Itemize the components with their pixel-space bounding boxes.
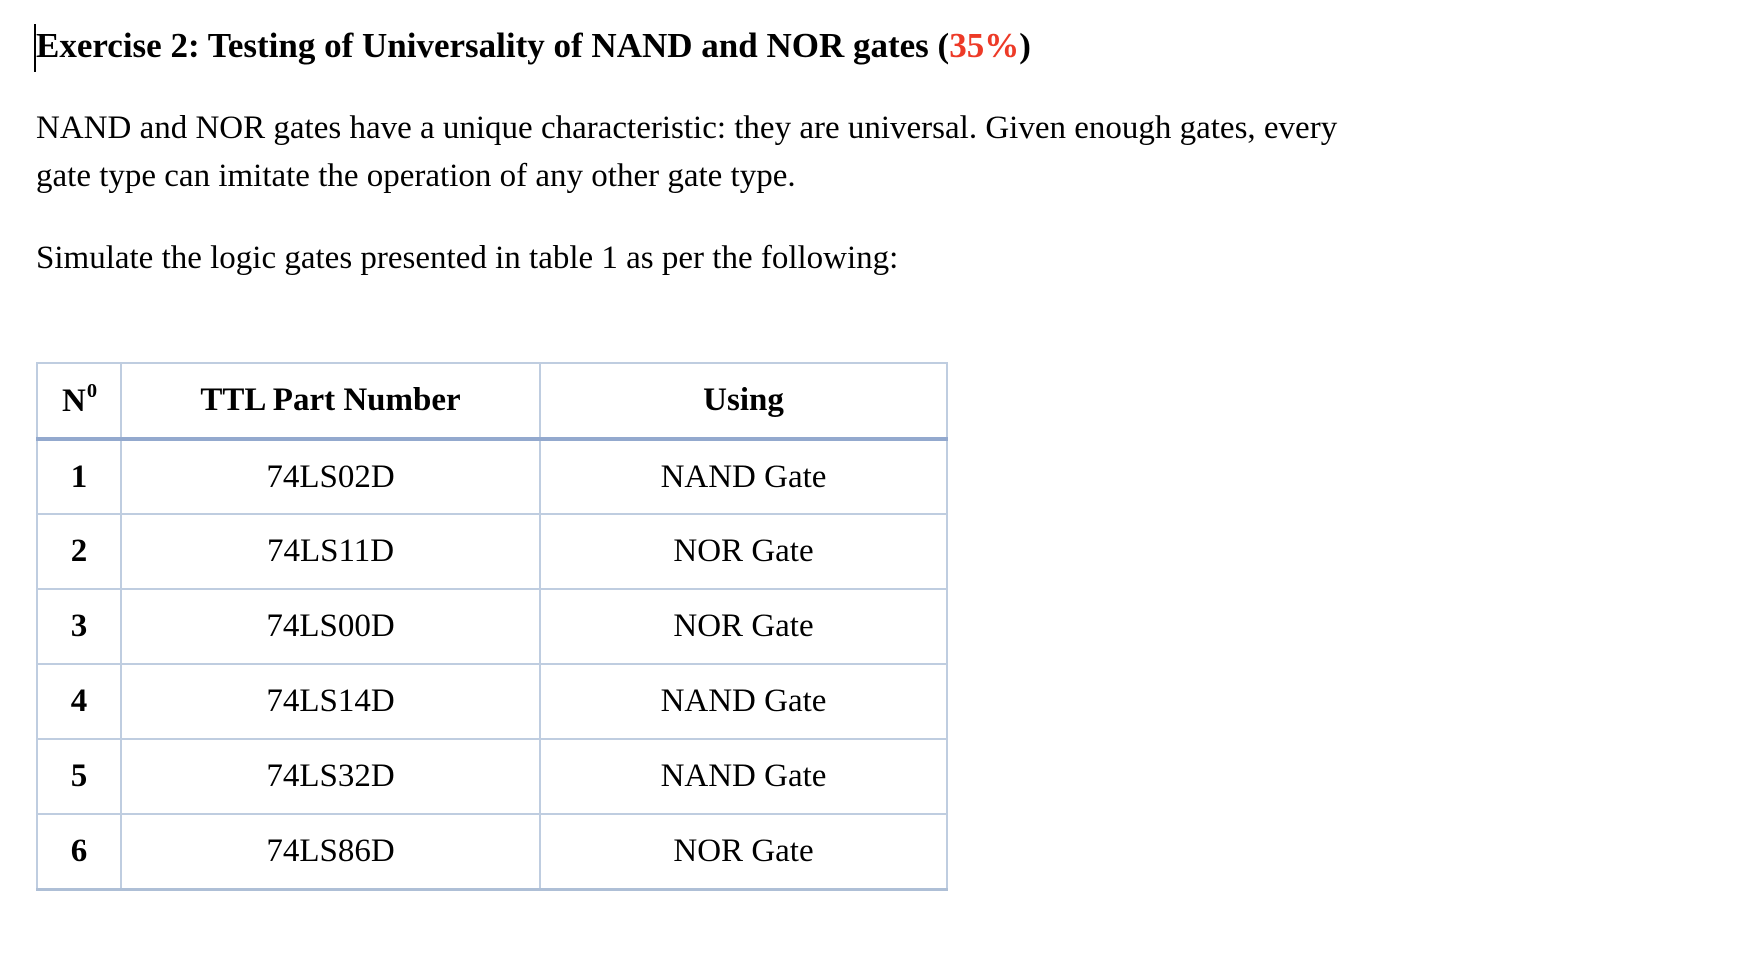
intro-paragraph: NAND and NOR gates have a unique charact… — [36, 104, 1750, 200]
row-number: 5 — [36, 738, 122, 815]
col-header-number: N0 — [36, 362, 122, 441]
col-header-part: TTL Part Number — [120, 362, 541, 441]
row-using: NOR Gate — [539, 513, 948, 590]
row-number: 3 — [36, 588, 122, 665]
row-number: 2 — [36, 513, 122, 590]
row-part-number: 74LS02D — [120, 438, 541, 515]
intro-paragraph-line1: NAND and NOR gates have a unique charact… — [36, 110, 1338, 146]
heading-prefix: Exercise 2: Testing of Universality of N… — [36, 26, 950, 65]
row-part-number: 74LS86D — [120, 813, 541, 891]
heading-suffix: ) — [1019, 26, 1031, 65]
row-using: NAND Gate — [539, 438, 948, 515]
row-part-number: 74LS11D — [120, 513, 541, 590]
text-caret[interactable] — [34, 24, 36, 72]
table-row: 6 74LS86D NOR Gate — [36, 813, 948, 891]
intro-paragraph-line2: gate type can imitate the operation of a… — [36, 158, 796, 194]
col-header-number-base: N — [61, 382, 86, 419]
table-row: 2 74LS11D NOR Gate — [36, 513, 948, 590]
row-number: 6 — [36, 813, 122, 891]
col-header-number-sup: 0 — [86, 379, 98, 402]
row-part-number: 74LS00D — [120, 588, 541, 665]
table-row: 1 74LS02D NAND Gate — [36, 438, 948, 515]
row-using: NAND Gate — [539, 663, 948, 740]
row-part-number: 74LS32D — [120, 738, 541, 815]
simulate-instruction: Simulate the logic gates presented in ta… — [36, 240, 899, 276]
row-using: NOR Gate — [539, 813, 948, 891]
row-number: 4 — [36, 663, 122, 740]
table-header-row: N0 TTL Part Number Using — [36, 362, 948, 441]
exercise-heading: Exercise 2: Testing of Universality of N… — [36, 22, 1750, 70]
heading-percent: 35% — [949, 26, 1020, 65]
table-row: 4 74LS14D NAND Gate — [36, 663, 948, 740]
row-using: NAND Gate — [539, 738, 948, 815]
table-row: 3 74LS00D NOR Gate — [36, 588, 948, 665]
row-number: 1 — [36, 438, 122, 515]
col-header-using: Using — [539, 362, 948, 441]
table-row: 5 74LS32D NAND Gate — [36, 738, 948, 815]
row-using: NOR Gate — [539, 588, 948, 665]
row-part-number: 74LS14D — [120, 663, 541, 740]
gates-table: N0 TTL Part Number Using 1 74LS02D NAND … — [36, 362, 948, 891]
